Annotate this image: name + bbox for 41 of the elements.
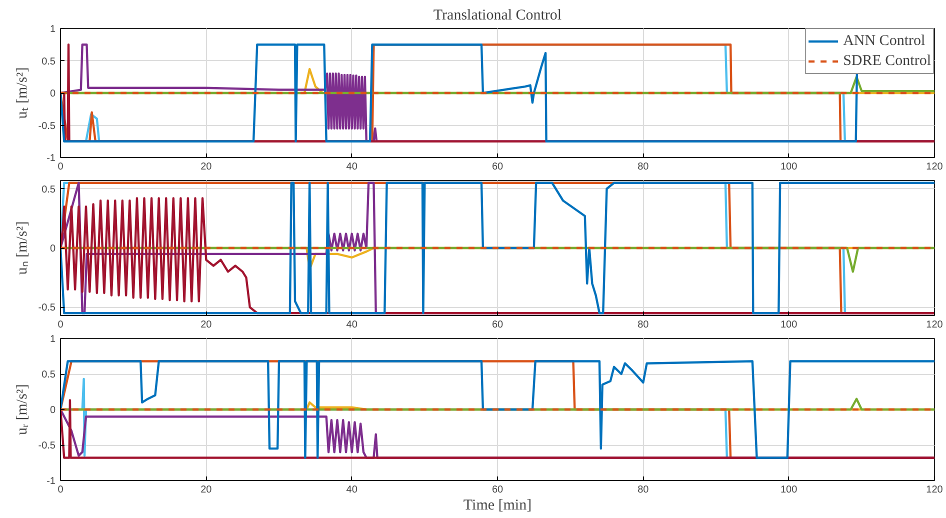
x-tick-label: 120 [926,320,944,330]
x-tick-label: 60 [492,320,504,330]
x-tick-label: 100 [780,484,798,496]
y-axis-title: uₜ [m/s²] [14,67,30,119]
x-tick-label: 20 [200,320,212,330]
x-tick-label: 80 [638,320,650,330]
y-axis-title: uₙ [m/s²] [14,221,30,275]
y-tick-label: 0 [50,405,56,416]
y-axis-title: uᵣ [m/s²] [14,384,30,435]
x-tick-label: 0 [58,162,64,172]
y-tick-label: 0.5 [42,56,56,68]
x-tick-label: 120 [926,162,944,172]
x-tick-label: 0 [58,484,64,496]
x-tick-label: 100 [780,320,798,330]
y-tick-label: 0.5 [42,184,56,196]
x-tick-label: 80 [638,162,650,172]
x-tick-label: 20 [200,162,212,172]
chart-title: Translational Control [433,8,562,24]
x-tick-label: 100 [780,162,798,172]
x-tick-label: 20 [200,484,212,496]
y-tick-label: 0 [50,88,56,100]
y-tick-label: -1 [46,476,56,487]
legend-label: ANN Control [843,32,926,50]
y-tick-label: -0.5 [38,440,56,452]
y-tick-label: 1 [50,334,56,345]
x-tick-label: 120 [926,484,944,496]
y-tick-label: 0 [50,244,56,254]
y-tick-label: -0.5 [38,120,56,132]
y-tick-label: -0.5 [38,302,56,314]
x-tick-label: 0 [58,320,64,330]
x-tick-label: 40 [346,484,358,496]
y-tick-label: -1 [46,153,56,164]
x-axis-title: Time [min] [463,498,532,514]
legend-label: SDRE Control [843,52,931,70]
x-tick-label: 40 [346,320,358,330]
y-tick-label: 1 [50,24,56,35]
x-tick-label: 40 [346,162,358,172]
x-tick-label: 80 [638,484,650,496]
y-tick-label: 0.5 [42,370,56,380]
x-tick-label: 60 [492,162,504,172]
x-tick-label: 60 [492,484,504,496]
